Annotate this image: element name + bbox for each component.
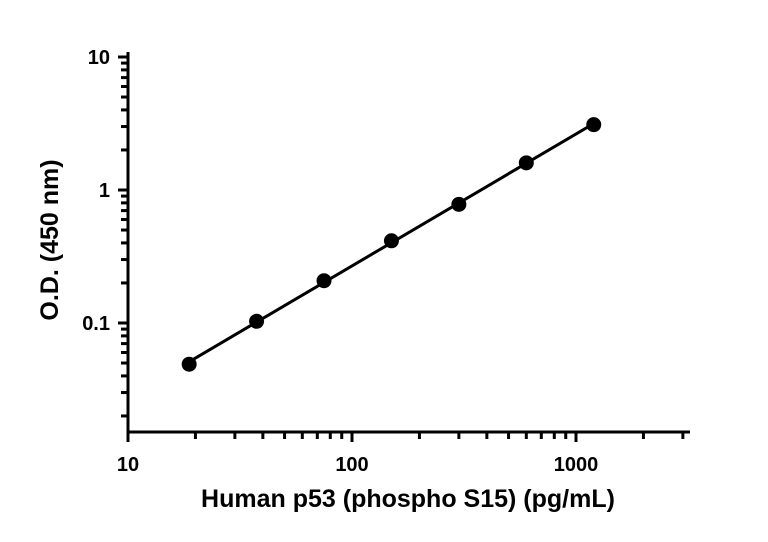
data-point <box>451 196 467 212</box>
x-axis-title: Human p53 (phospho S15) (pg/mL) <box>201 485 615 513</box>
x-tick-label: 1000 <box>554 454 599 476</box>
y-tick-label: 0.1 <box>82 313 110 335</box>
data-point <box>181 356 197 372</box>
x-axis-ticks: 10 100 1000 <box>117 432 685 476</box>
y-axis-title: O.D. (450 nm) <box>36 159 64 320</box>
data-point <box>586 117 602 133</box>
x-tick-label: 10 <box>117 454 139 476</box>
data-points-group <box>181 117 602 372</box>
y-axis-ticks: 0.1 1 10 <box>82 47 128 418</box>
axes <box>126 52 690 434</box>
data-point <box>316 273 332 289</box>
x-tick-label: 100 <box>335 454 368 476</box>
y-tick-label: 1 <box>99 180 110 202</box>
data-point <box>518 155 534 171</box>
data-point <box>249 313 265 329</box>
data-point <box>383 233 399 249</box>
y-tick-label: 10 <box>88 47 110 69</box>
